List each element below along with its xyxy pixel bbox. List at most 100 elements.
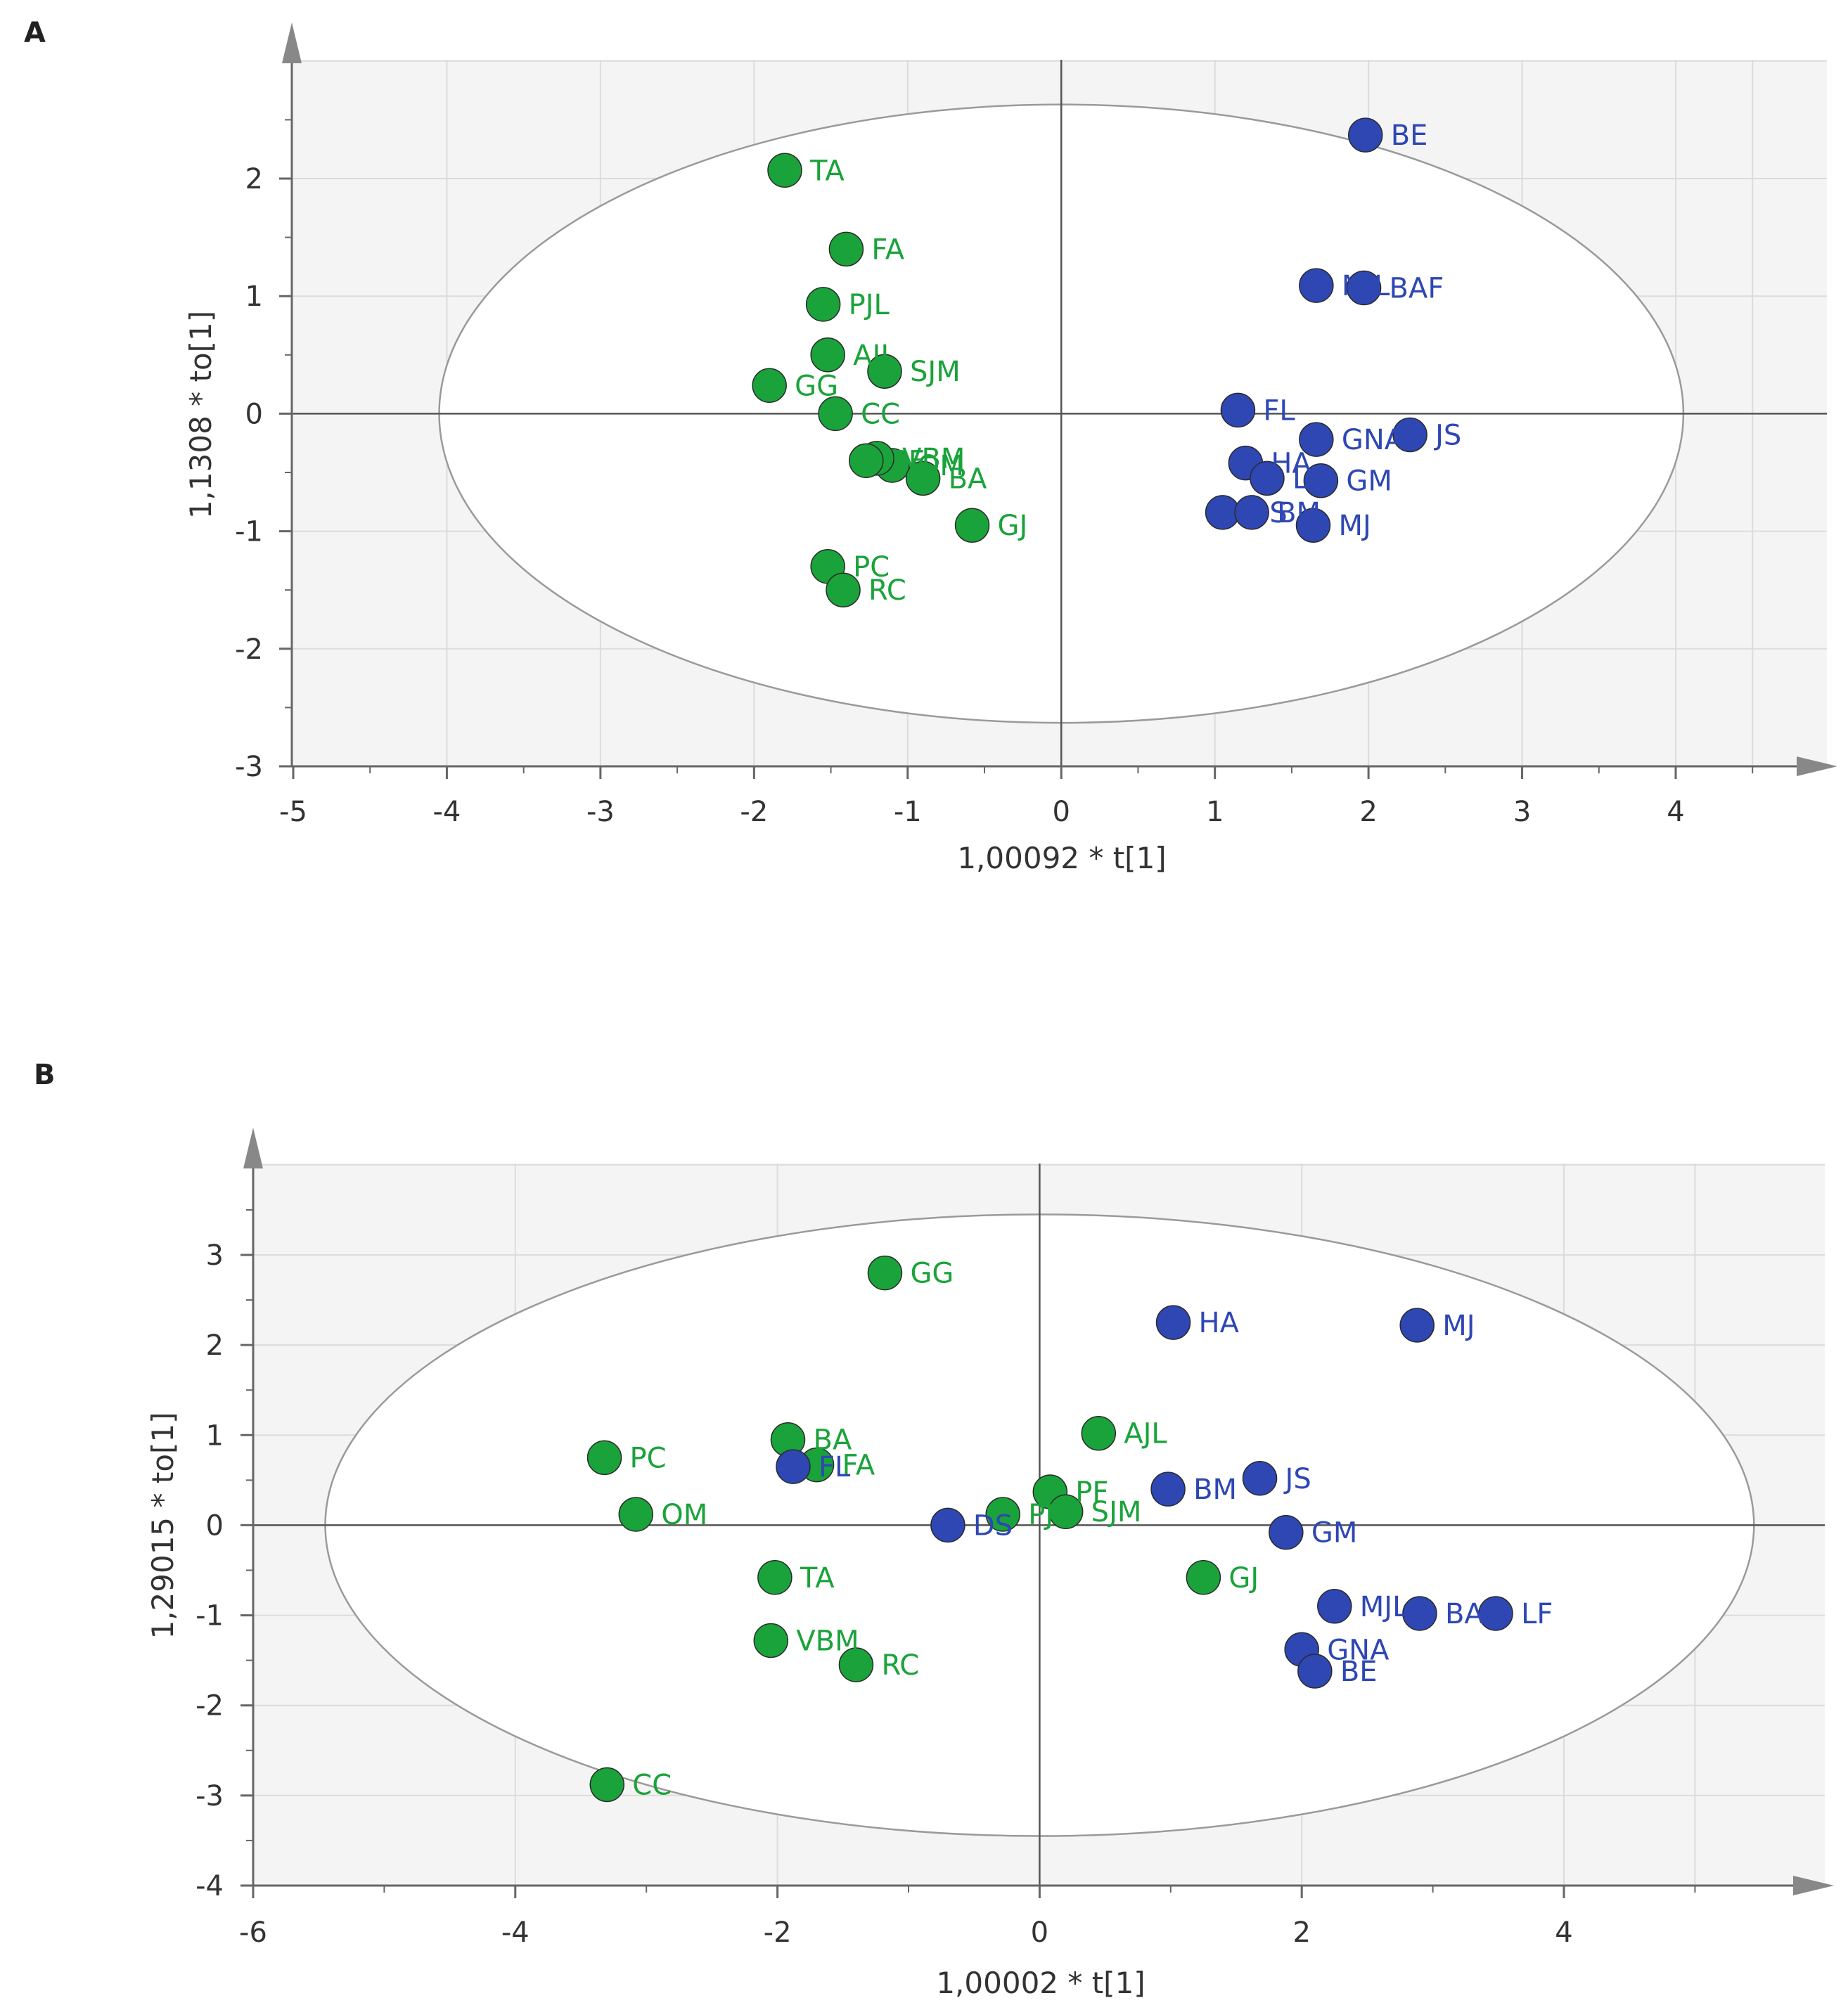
x-tick-label: -1 bbox=[894, 796, 922, 828]
data-point bbox=[753, 1623, 789, 1658]
data-point bbox=[1269, 1514, 1304, 1550]
data-point bbox=[752, 368, 787, 404]
x-tick-label: -2 bbox=[764, 1916, 792, 1949]
data-point bbox=[826, 572, 861, 607]
point-label: PC bbox=[630, 1442, 667, 1474]
y-tick-label: -3 bbox=[235, 751, 263, 783]
x-tick-label: 2 bbox=[1359, 796, 1377, 828]
point-label: BAF bbox=[1445, 1598, 1500, 1630]
y-tick-label: 2 bbox=[206, 1329, 224, 1362]
point-label: DS bbox=[1248, 497, 1288, 529]
data-point bbox=[1346, 270, 1382, 306]
data-point bbox=[1295, 508, 1331, 543]
x-axis-arrow bbox=[1793, 1876, 1834, 1895]
y-tick-label: -3 bbox=[195, 1780, 224, 1812]
data-point bbox=[1399, 1308, 1435, 1343]
point-label: MJL bbox=[1360, 1591, 1409, 1623]
point-label: PJL bbox=[1028, 1499, 1070, 1531]
point-label: TA bbox=[800, 1562, 835, 1595]
point-label: BE bbox=[1340, 1656, 1378, 1688]
point-label: GM bbox=[1311, 1517, 1358, 1550]
data-point bbox=[1478, 1596, 1513, 1631]
data-point bbox=[1347, 117, 1383, 153]
panel-letter-b: B bbox=[34, 1059, 56, 1091]
point-label: FA bbox=[871, 233, 904, 266]
data-point bbox=[818, 396, 853, 432]
data-point bbox=[805, 287, 841, 322]
data-point bbox=[767, 153, 802, 188]
y-axis-arrow bbox=[282, 22, 302, 63]
data-point bbox=[1150, 1471, 1186, 1507]
data-point bbox=[1297, 1654, 1333, 1689]
data-point bbox=[1402, 1596, 1437, 1631]
point-label: BE bbox=[1391, 120, 1428, 152]
point-label: OM bbox=[918, 450, 964, 482]
data-point bbox=[849, 443, 884, 479]
x-tick-label: -5 bbox=[279, 796, 307, 828]
point-label: FA bbox=[842, 1450, 875, 1482]
point-label: CC bbox=[861, 398, 900, 430]
y-tick-label: 0 bbox=[245, 398, 263, 430]
data-point bbox=[985, 1497, 1020, 1532]
y-tick-label: -1 bbox=[235, 516, 263, 548]
x-tick-label: -3 bbox=[586, 796, 615, 828]
data-point bbox=[1234, 495, 1269, 530]
data-point bbox=[1220, 392, 1256, 428]
data-point bbox=[905, 460, 941, 496]
x-tick-label: 0 bbox=[1031, 1916, 1048, 1949]
point-label: DS bbox=[973, 1509, 1013, 1542]
data-point bbox=[1303, 463, 1339, 498]
x-tick-label: -4 bbox=[432, 796, 461, 828]
x-tick-label: 4 bbox=[1555, 1916, 1572, 1949]
point-label: MJL bbox=[1342, 270, 1390, 302]
point-label: GJ bbox=[1228, 1562, 1259, 1595]
point-label: JS bbox=[1283, 1463, 1311, 1495]
x-tick-label: 0 bbox=[1052, 796, 1070, 828]
x-tick-label: -6 bbox=[239, 1916, 267, 1949]
x-tick-label: -2 bbox=[740, 796, 768, 828]
point-label: HA bbox=[1199, 1307, 1240, 1339]
point-label: FL bbox=[819, 1451, 851, 1483]
data-point bbox=[618, 1497, 654, 1532]
y-tick-label: 2 bbox=[245, 163, 263, 195]
point-label: PC bbox=[853, 551, 890, 584]
y-axis-title: 1,1308 * to[1] bbox=[184, 311, 218, 519]
x-tick-label: -4 bbox=[501, 1916, 530, 1949]
point-label: AJL bbox=[1124, 1418, 1167, 1450]
data-point bbox=[930, 1507, 965, 1543]
chart-panel-a: -5 -4 -3 -2 -1 0 1 2 3 4 -3 -2 -1 0 1 2 1,00092 * t[1] 1,… bbox=[184, 22, 1837, 875]
data-point bbox=[589, 1767, 625, 1803]
point-label: JS bbox=[1433, 419, 1461, 451]
x-tick-label: 1 bbox=[1206, 796, 1224, 828]
point-label: BA bbox=[814, 1424, 852, 1457]
point-label: LF bbox=[1292, 463, 1324, 495]
point-label: RC bbox=[868, 574, 906, 607]
point-label: CC bbox=[632, 1769, 672, 1801]
y-axis-title: 1,29015 * to[1] bbox=[146, 1412, 180, 1639]
point-label: GG bbox=[795, 370, 838, 402]
point-label: TA bbox=[809, 155, 845, 187]
x-axis-title: 1,00092 * t[1] bbox=[957, 841, 1166, 875]
data-point bbox=[1081, 1415, 1117, 1451]
data-point bbox=[954, 508, 990, 543]
data-point bbox=[828, 231, 864, 267]
point-label: VBM bbox=[902, 443, 965, 475]
data-point bbox=[757, 1560, 793, 1595]
y-tick-label: -2 bbox=[195, 1690, 224, 1722]
y-tick-label: 1 bbox=[245, 281, 263, 313]
point-label: PJL bbox=[849, 289, 890, 321]
data-point bbox=[1242, 1461, 1278, 1496]
data-point bbox=[586, 1440, 622, 1476]
point-label: BM bbox=[1277, 497, 1321, 529]
data-point bbox=[1299, 268, 1334, 303]
point-label: MJ bbox=[1442, 1310, 1475, 1342]
y-tick-label: 0 bbox=[206, 1509, 224, 1542]
point-label: FL bbox=[1263, 394, 1295, 427]
data-point bbox=[1155, 1305, 1191, 1340]
point-label: LF bbox=[1521, 1598, 1553, 1630]
point-label: OM bbox=[661, 1499, 707, 1531]
point-label: SJM bbox=[1091, 1496, 1142, 1528]
point-label: BA bbox=[949, 463, 987, 495]
point-label: HA bbox=[1271, 448, 1311, 480]
point-label: AJL bbox=[853, 340, 897, 372]
